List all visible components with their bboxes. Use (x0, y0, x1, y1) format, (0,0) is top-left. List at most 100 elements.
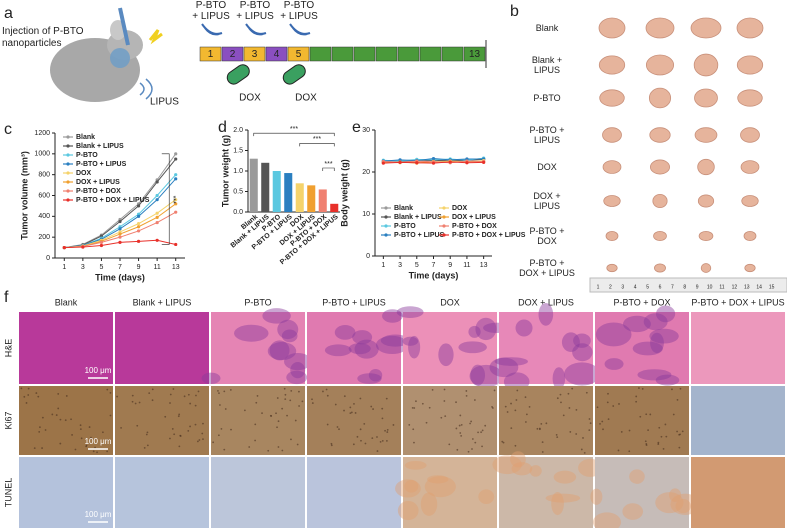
stain-dot (243, 409, 246, 412)
x-tick-label: 3 (398, 262, 402, 269)
day-box (309, 46, 332, 62)
row-label: H&E (3, 339, 13, 358)
tumor-photo (649, 127, 671, 143)
tissue-patch (529, 465, 542, 477)
column-header: P-BTO (244, 297, 271, 307)
tissue-patch (545, 493, 581, 503)
stain-dot (298, 390, 300, 393)
stain-dot (635, 395, 638, 398)
y-tick-label: 2.0 (233, 127, 243, 134)
y-axis-label: Body weight (g) (339, 159, 349, 227)
stain-dot (169, 437, 171, 440)
drug-label: DOX (295, 93, 317, 104)
tissue-patch (494, 357, 529, 366)
x-tick-label: 3 (81, 264, 85, 271)
stain-dot (541, 441, 544, 444)
column-header: DOX + LIPUS (518, 297, 574, 307)
day-box (221, 46, 244, 62)
tumor-photo (741, 195, 759, 207)
tissue-patch (551, 492, 564, 516)
stain-dot (372, 408, 374, 410)
tissue-patch (368, 369, 383, 382)
stain-dot (269, 414, 272, 417)
stain-dot (173, 433, 176, 436)
column-header: DOX (440, 297, 460, 307)
drug-label: DOX (239, 93, 261, 104)
stain-dot (352, 443, 355, 446)
tissue-patch (352, 330, 373, 345)
stain-dot (371, 437, 374, 440)
stain-dot (440, 416, 443, 419)
data-point (174, 177, 178, 181)
data-point (136, 229, 141, 233)
ruler-number: 5 (646, 284, 649, 290)
tissue-patch (655, 374, 680, 386)
ruler-number: 4 (634, 284, 637, 290)
stain-dot (459, 432, 462, 434)
row-label: Ki67 (3, 411, 13, 429)
tissue-patch (458, 341, 487, 354)
stain-dot (583, 451, 586, 454)
micrograph (19, 312, 113, 384)
stain-dot (80, 437, 83, 440)
stain-dot (336, 426, 339, 428)
stain-dot (256, 395, 259, 397)
ruler-number: 1 (597, 284, 600, 290)
data-point (118, 240, 122, 244)
ruler-number: 7 (671, 284, 674, 290)
tissue-patch (404, 479, 419, 493)
day-box (463, 46, 486, 62)
stain-dot (589, 422, 592, 425)
stain-dot (322, 390, 324, 393)
stain-dot (230, 428, 232, 431)
stain-dot (676, 430, 678, 433)
day-box (419, 46, 442, 62)
bar (295, 183, 304, 212)
ruler-number: 15 (769, 284, 775, 290)
y-tick-label: 0 (366, 253, 370, 260)
legend-marker (442, 206, 446, 210)
y-axis-label: Tumor volume (mm³) (19, 151, 29, 240)
x-tick-label: 13 (172, 264, 180, 271)
stain-dot (254, 423, 257, 426)
tissue-patch (402, 336, 419, 346)
tissue-patch (269, 340, 290, 361)
tissue-patch (380, 334, 410, 347)
micrograph (691, 457, 785, 528)
x-tick-label: 13 (480, 262, 488, 269)
data-point (118, 235, 122, 239)
tumor-photo (650, 159, 671, 175)
stain-dot (411, 406, 414, 409)
tissue-patch (595, 322, 632, 347)
stain-dot (79, 424, 82, 427)
tumor-photo (737, 89, 763, 107)
stain-dot (456, 448, 459, 451)
tumor-photo (698, 230, 714, 241)
stain-dot (281, 449, 284, 452)
stain-dot (607, 392, 609, 395)
tissue-patch (538, 303, 554, 326)
stain-dot (575, 433, 578, 435)
tissue-patch (655, 305, 676, 323)
legend-label: P-BTO + DOX (452, 223, 497, 230)
day-box (353, 46, 376, 62)
tissue-patch (564, 362, 600, 386)
ultrasound-icon (201, 23, 223, 36)
tissue-patch (290, 362, 306, 379)
stain-dot (96, 451, 98, 454)
tissue-patch (553, 470, 577, 484)
ruler-number: 6 (659, 284, 662, 290)
legend-label: Blank (394, 205, 413, 212)
tumor-photo (694, 127, 718, 143)
legend-marker (66, 162, 70, 166)
tumor-photo (648, 87, 672, 109)
stain-dot (201, 432, 204, 435)
tissue-patch (637, 369, 672, 381)
day-box (199, 46, 222, 62)
micrograph (403, 457, 497, 528)
stain-dot (628, 429, 631, 432)
stain-dot (325, 388, 328, 391)
bar (318, 189, 327, 212)
stain-dot (664, 423, 667, 426)
stain-dot (413, 441, 415, 444)
